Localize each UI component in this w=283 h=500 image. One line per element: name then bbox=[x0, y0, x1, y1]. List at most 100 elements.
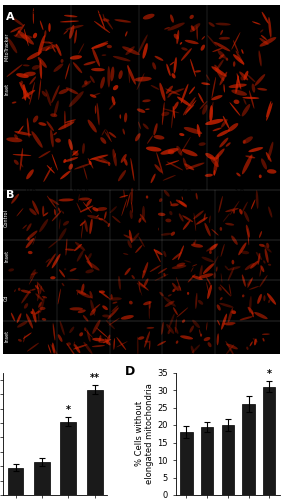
Ellipse shape bbox=[119, 114, 121, 119]
Ellipse shape bbox=[138, 122, 141, 130]
Ellipse shape bbox=[79, 332, 83, 336]
Ellipse shape bbox=[268, 142, 273, 160]
Ellipse shape bbox=[242, 294, 245, 298]
Ellipse shape bbox=[191, 346, 194, 354]
Ellipse shape bbox=[83, 61, 96, 66]
Ellipse shape bbox=[156, 152, 163, 174]
Ellipse shape bbox=[44, 30, 46, 38]
Ellipse shape bbox=[214, 170, 215, 175]
Ellipse shape bbox=[162, 102, 165, 125]
Ellipse shape bbox=[59, 219, 61, 230]
Ellipse shape bbox=[129, 230, 132, 243]
Ellipse shape bbox=[40, 20, 43, 30]
Ellipse shape bbox=[186, 162, 205, 170]
Ellipse shape bbox=[213, 272, 216, 278]
Ellipse shape bbox=[243, 98, 246, 105]
Ellipse shape bbox=[108, 318, 120, 326]
Ellipse shape bbox=[261, 35, 267, 40]
Ellipse shape bbox=[73, 342, 75, 346]
Ellipse shape bbox=[173, 307, 178, 315]
Text: MitoTracker: MitoTracker bbox=[4, 32, 9, 61]
Text: Inset: Inset bbox=[4, 330, 9, 342]
Ellipse shape bbox=[65, 248, 75, 251]
Ellipse shape bbox=[160, 148, 179, 154]
Ellipse shape bbox=[200, 334, 202, 337]
Ellipse shape bbox=[221, 273, 222, 283]
Ellipse shape bbox=[91, 42, 108, 49]
Ellipse shape bbox=[167, 22, 185, 30]
Ellipse shape bbox=[209, 250, 212, 254]
Ellipse shape bbox=[231, 236, 238, 245]
Ellipse shape bbox=[143, 270, 145, 273]
Ellipse shape bbox=[163, 251, 166, 257]
Ellipse shape bbox=[23, 64, 30, 66]
Ellipse shape bbox=[219, 303, 234, 308]
Ellipse shape bbox=[187, 292, 189, 295]
Ellipse shape bbox=[172, 282, 179, 291]
Ellipse shape bbox=[233, 54, 245, 64]
Text: D: D bbox=[125, 365, 136, 378]
Ellipse shape bbox=[241, 49, 244, 54]
Ellipse shape bbox=[212, 48, 223, 52]
Ellipse shape bbox=[247, 74, 256, 82]
Bar bbox=[263, 386, 275, 495]
Ellipse shape bbox=[8, 268, 14, 272]
Ellipse shape bbox=[92, 345, 105, 347]
Ellipse shape bbox=[149, 301, 151, 309]
Ellipse shape bbox=[206, 74, 210, 81]
Ellipse shape bbox=[182, 196, 183, 200]
Ellipse shape bbox=[20, 148, 23, 171]
Ellipse shape bbox=[124, 112, 127, 122]
Text: 3 μM: 3 μM bbox=[98, 10, 113, 15]
Ellipse shape bbox=[170, 201, 172, 205]
Ellipse shape bbox=[15, 24, 25, 36]
Ellipse shape bbox=[193, 242, 195, 245]
Ellipse shape bbox=[62, 211, 64, 214]
Ellipse shape bbox=[190, 59, 196, 77]
Ellipse shape bbox=[119, 195, 128, 198]
Ellipse shape bbox=[113, 338, 115, 350]
Ellipse shape bbox=[139, 280, 140, 293]
Ellipse shape bbox=[137, 336, 139, 355]
Ellipse shape bbox=[171, 73, 175, 78]
Ellipse shape bbox=[209, 105, 213, 122]
Ellipse shape bbox=[176, 200, 187, 206]
Ellipse shape bbox=[239, 72, 248, 80]
Ellipse shape bbox=[105, 338, 111, 345]
Ellipse shape bbox=[60, 20, 79, 22]
Ellipse shape bbox=[52, 46, 56, 52]
Ellipse shape bbox=[177, 286, 181, 291]
Ellipse shape bbox=[243, 71, 248, 81]
Ellipse shape bbox=[256, 190, 259, 209]
Ellipse shape bbox=[47, 121, 54, 131]
Ellipse shape bbox=[254, 74, 265, 86]
Ellipse shape bbox=[206, 282, 209, 295]
Ellipse shape bbox=[83, 342, 93, 354]
Ellipse shape bbox=[149, 306, 150, 319]
Ellipse shape bbox=[127, 192, 131, 208]
Ellipse shape bbox=[52, 154, 58, 170]
Ellipse shape bbox=[265, 248, 269, 263]
Ellipse shape bbox=[233, 210, 235, 214]
Ellipse shape bbox=[31, 311, 33, 314]
Ellipse shape bbox=[207, 35, 217, 46]
Ellipse shape bbox=[219, 138, 228, 147]
Ellipse shape bbox=[226, 344, 234, 355]
Ellipse shape bbox=[92, 320, 100, 334]
FancyBboxPatch shape bbox=[3, 5, 280, 354]
Ellipse shape bbox=[163, 108, 179, 113]
Ellipse shape bbox=[205, 119, 224, 125]
Ellipse shape bbox=[176, 30, 179, 44]
Ellipse shape bbox=[223, 214, 230, 222]
Bar bbox=[34, 462, 50, 495]
Ellipse shape bbox=[252, 84, 255, 92]
Ellipse shape bbox=[204, 222, 211, 236]
Ellipse shape bbox=[166, 162, 183, 170]
Ellipse shape bbox=[128, 64, 130, 83]
Ellipse shape bbox=[110, 66, 114, 82]
Ellipse shape bbox=[38, 309, 39, 322]
Ellipse shape bbox=[192, 264, 197, 266]
Ellipse shape bbox=[223, 322, 236, 325]
Ellipse shape bbox=[142, 206, 145, 220]
Ellipse shape bbox=[257, 88, 267, 90]
